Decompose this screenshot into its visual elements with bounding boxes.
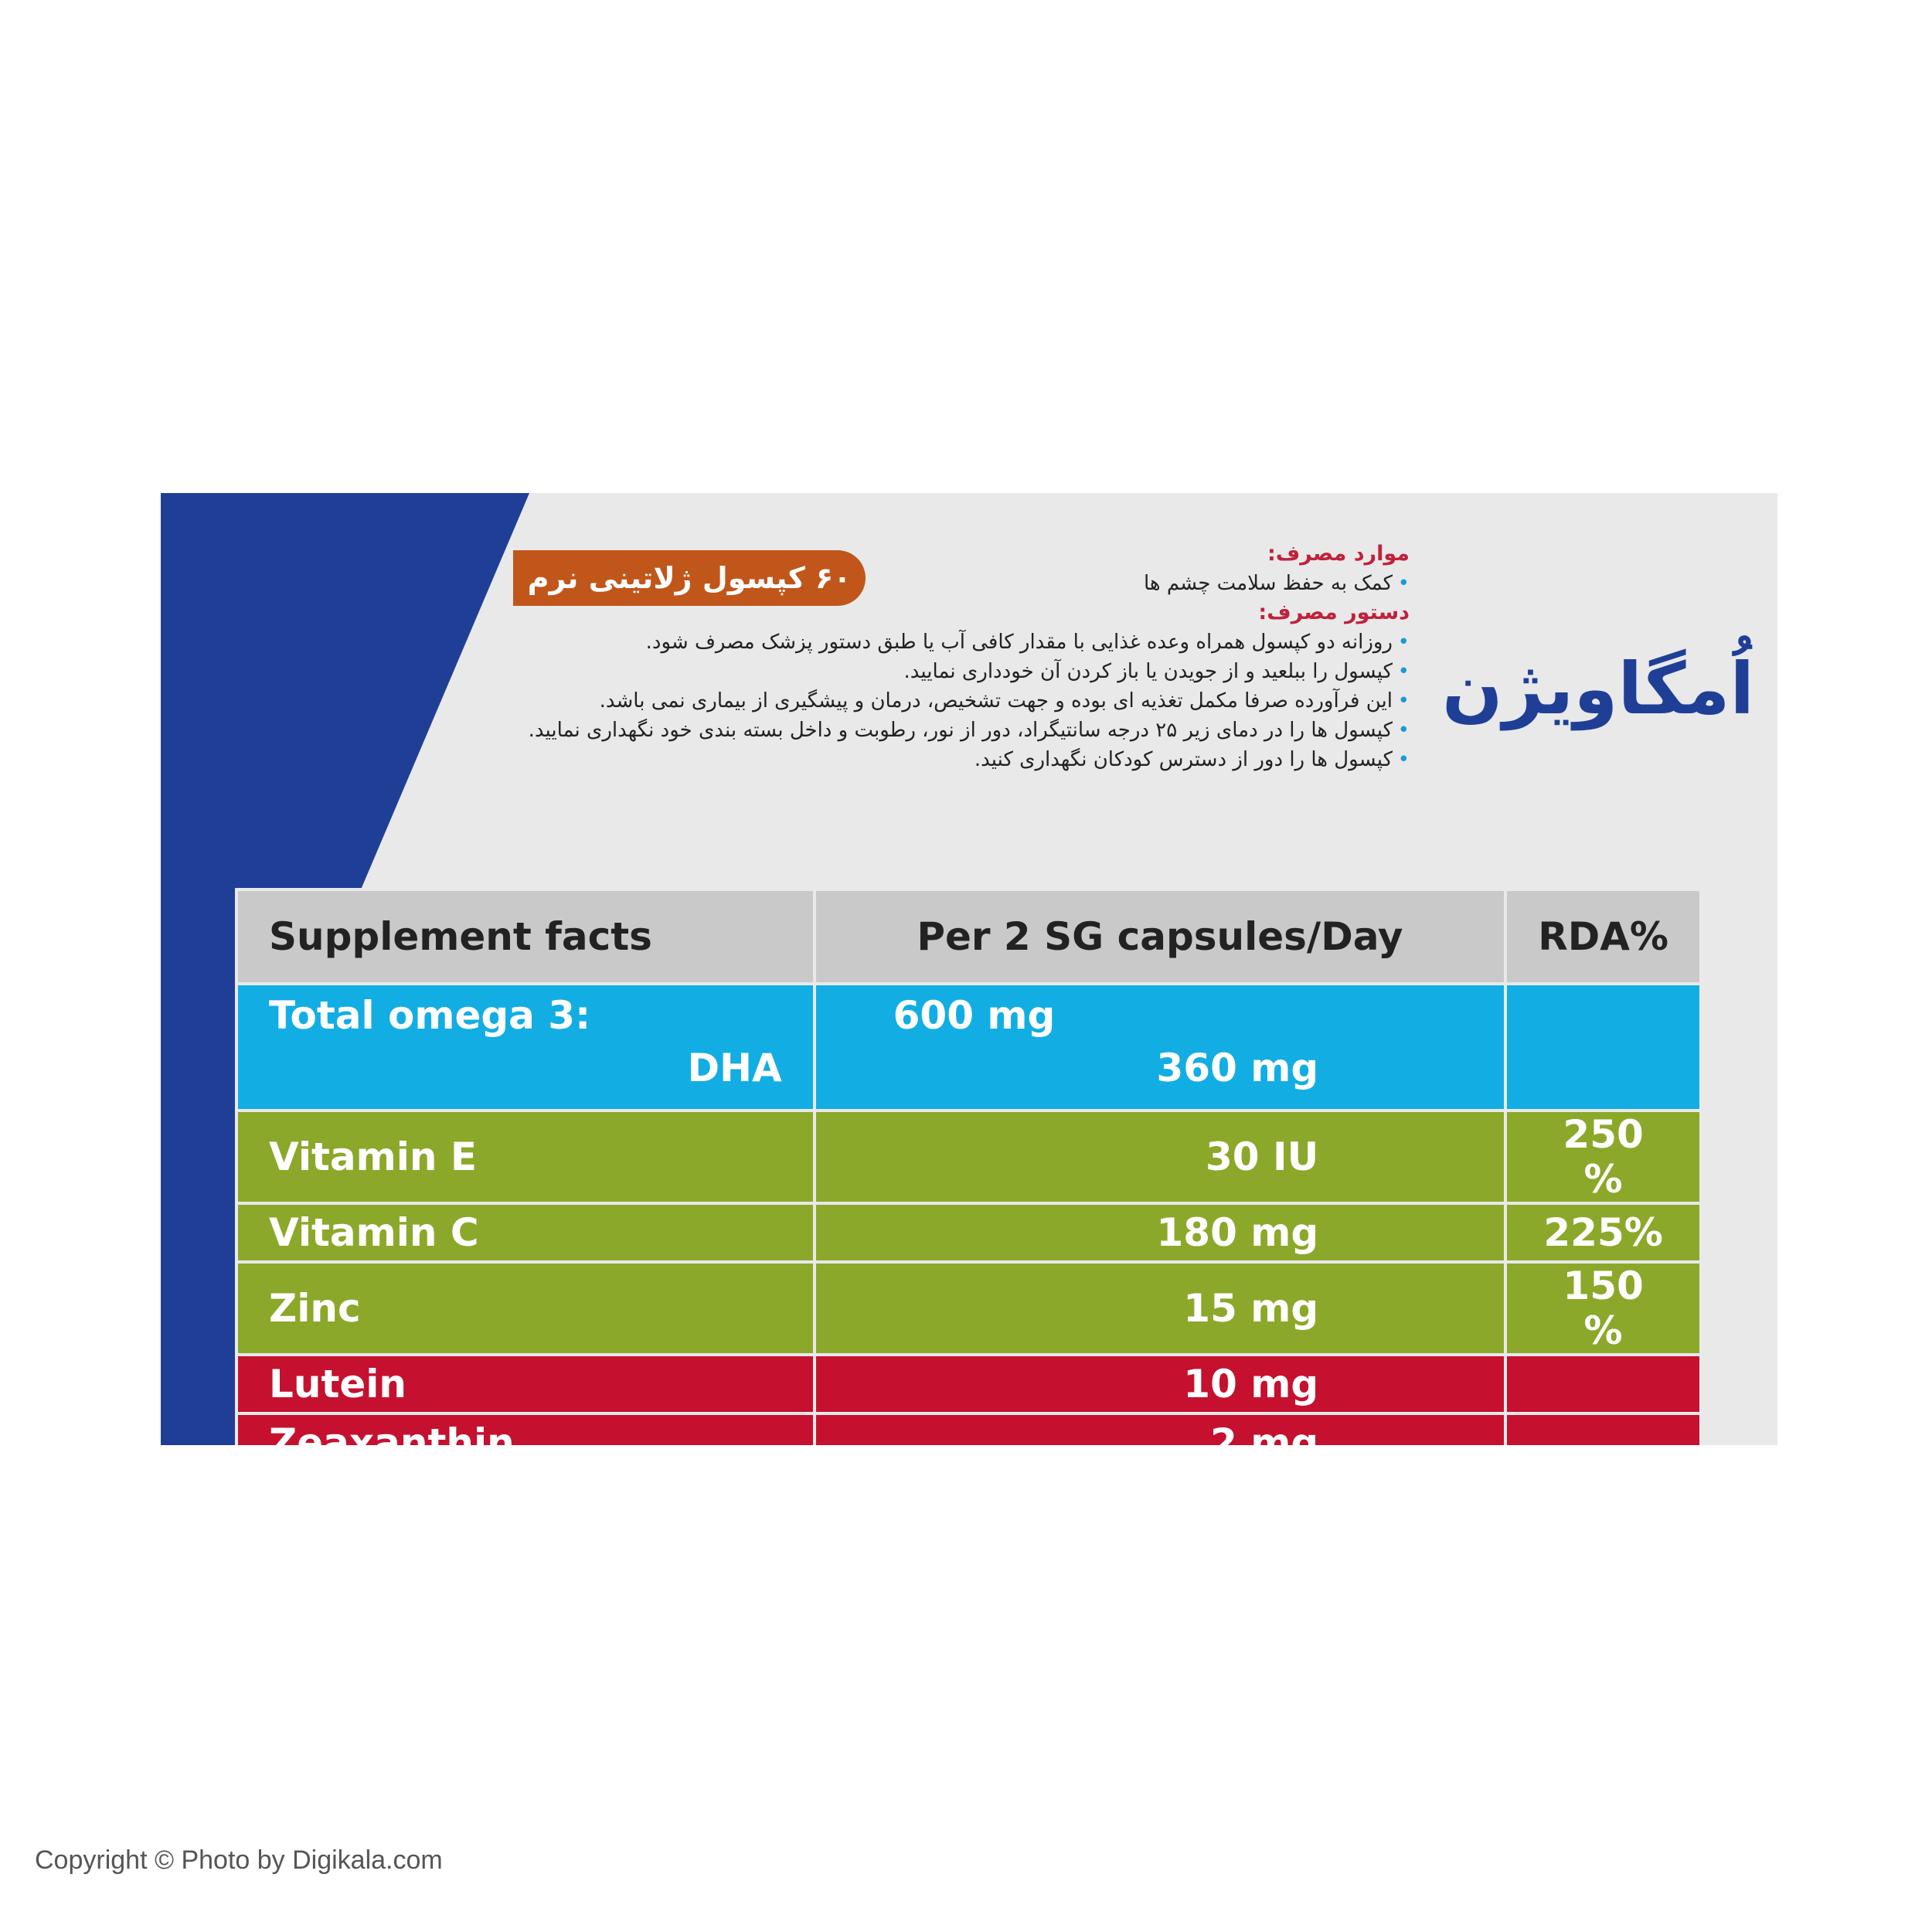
- capsule-count-badge: ۶۰ کپسول ژلاتینی نرم: [513, 550, 866, 606]
- brand-logo: اُمگاویژن: [1441, 648, 1755, 730]
- nutrient-amount: 2 mg: [812, 1412, 1508, 1445]
- nutrient-amount: 30 IU: [812, 1109, 1508, 1205]
- table-row: Zeaxanthin 2 mg: [235, 1412, 1702, 1445]
- header-rda: RDA%: [1504, 888, 1702, 985]
- table-row: Vitamin C 180 mg 225%: [235, 1202, 1702, 1264]
- direction-item: این فرآورده صرفا مکمل تغذیه ای بوده و جه…: [423, 686, 1410, 716]
- direction-item: کپسول ها را در دمای زیر ۲۵ درجه سانتیگرا…: [423, 716, 1410, 745]
- nutrient-name: Vitamin C: [235, 1202, 816, 1264]
- nutrient-name: Zeaxanthin: [235, 1412, 816, 1445]
- usage-instructions: موارد مصرف: کمک به حفظ سلامت چشم ها دستو…: [423, 539, 1410, 774]
- table-row-omega: Total omega 3: DHA 600 mg 360 mg: [235, 982, 1702, 1112]
- copyright-watermark: Copyright © Photo by Digikala.com: [35, 1845, 443, 1875]
- directions-heading: دستور مصرف:: [1258, 600, 1410, 624]
- nutrient-name: Vitamin E: [235, 1109, 816, 1205]
- blue-diagonal-band: [161, 493, 529, 1445]
- nutrient-rda: [1504, 1353, 1702, 1415]
- product-box-panel: ۶۰ کپسول ژلاتینی نرم موارد مصرف: کمک به …: [161, 493, 1777, 1445]
- nutrient-rda: 250 %: [1504, 1109, 1702, 1205]
- header-supplement: Supplement facts: [235, 888, 816, 985]
- direction-item: کپسول را ببلعید و از جویدن یا باز کردن آ…: [423, 657, 1410, 686]
- nutrient-rda: [1504, 1412, 1702, 1445]
- direction-item: روزانه دو کپسول همراه وعده غذایی با مقدا…: [423, 628, 1410, 657]
- nutrient-name: Lutein: [235, 1353, 816, 1415]
- supplement-facts-table: Supplement facts Per 2 SG capsules/Day R…: [235, 888, 1702, 1445]
- nutrient-name: Zinc: [235, 1260, 816, 1356]
- dha-label: DHA: [687, 1046, 782, 1090]
- uses-item: کمک به حفظ سلامت چشم ها: [887, 569, 1410, 598]
- nutrient-amount: 180 mg: [812, 1202, 1508, 1264]
- omega-label: Total omega 3:: [269, 993, 591, 1038]
- nutrient-rda: 225%: [1504, 1202, 1702, 1264]
- header-per-day: Per 2 SG capsules/Day: [812, 888, 1508, 985]
- omega-value: 600 mg: [893, 993, 1056, 1038]
- table-row: Lutein 10 mg: [235, 1353, 1702, 1415]
- direction-item: کپسول ها را دور از دسترس کودکان نگهداری …: [423, 745, 1410, 774]
- uses-heading: موارد مصرف:: [1267, 542, 1410, 566]
- nutrient-rda: 150 %: [1504, 1260, 1702, 1356]
- dha-value: 360 mg: [1156, 1046, 1319, 1090]
- table-row: Vitamin E 30 IU 250 %: [235, 1109, 1702, 1205]
- table-header: Supplement facts Per 2 SG capsules/Day R…: [235, 888, 1702, 985]
- nutrient-amount: 15 mg: [812, 1260, 1508, 1356]
- table-row: Zinc 15 mg 150 %: [235, 1260, 1702, 1356]
- nutrient-amount: 10 mg: [812, 1353, 1508, 1415]
